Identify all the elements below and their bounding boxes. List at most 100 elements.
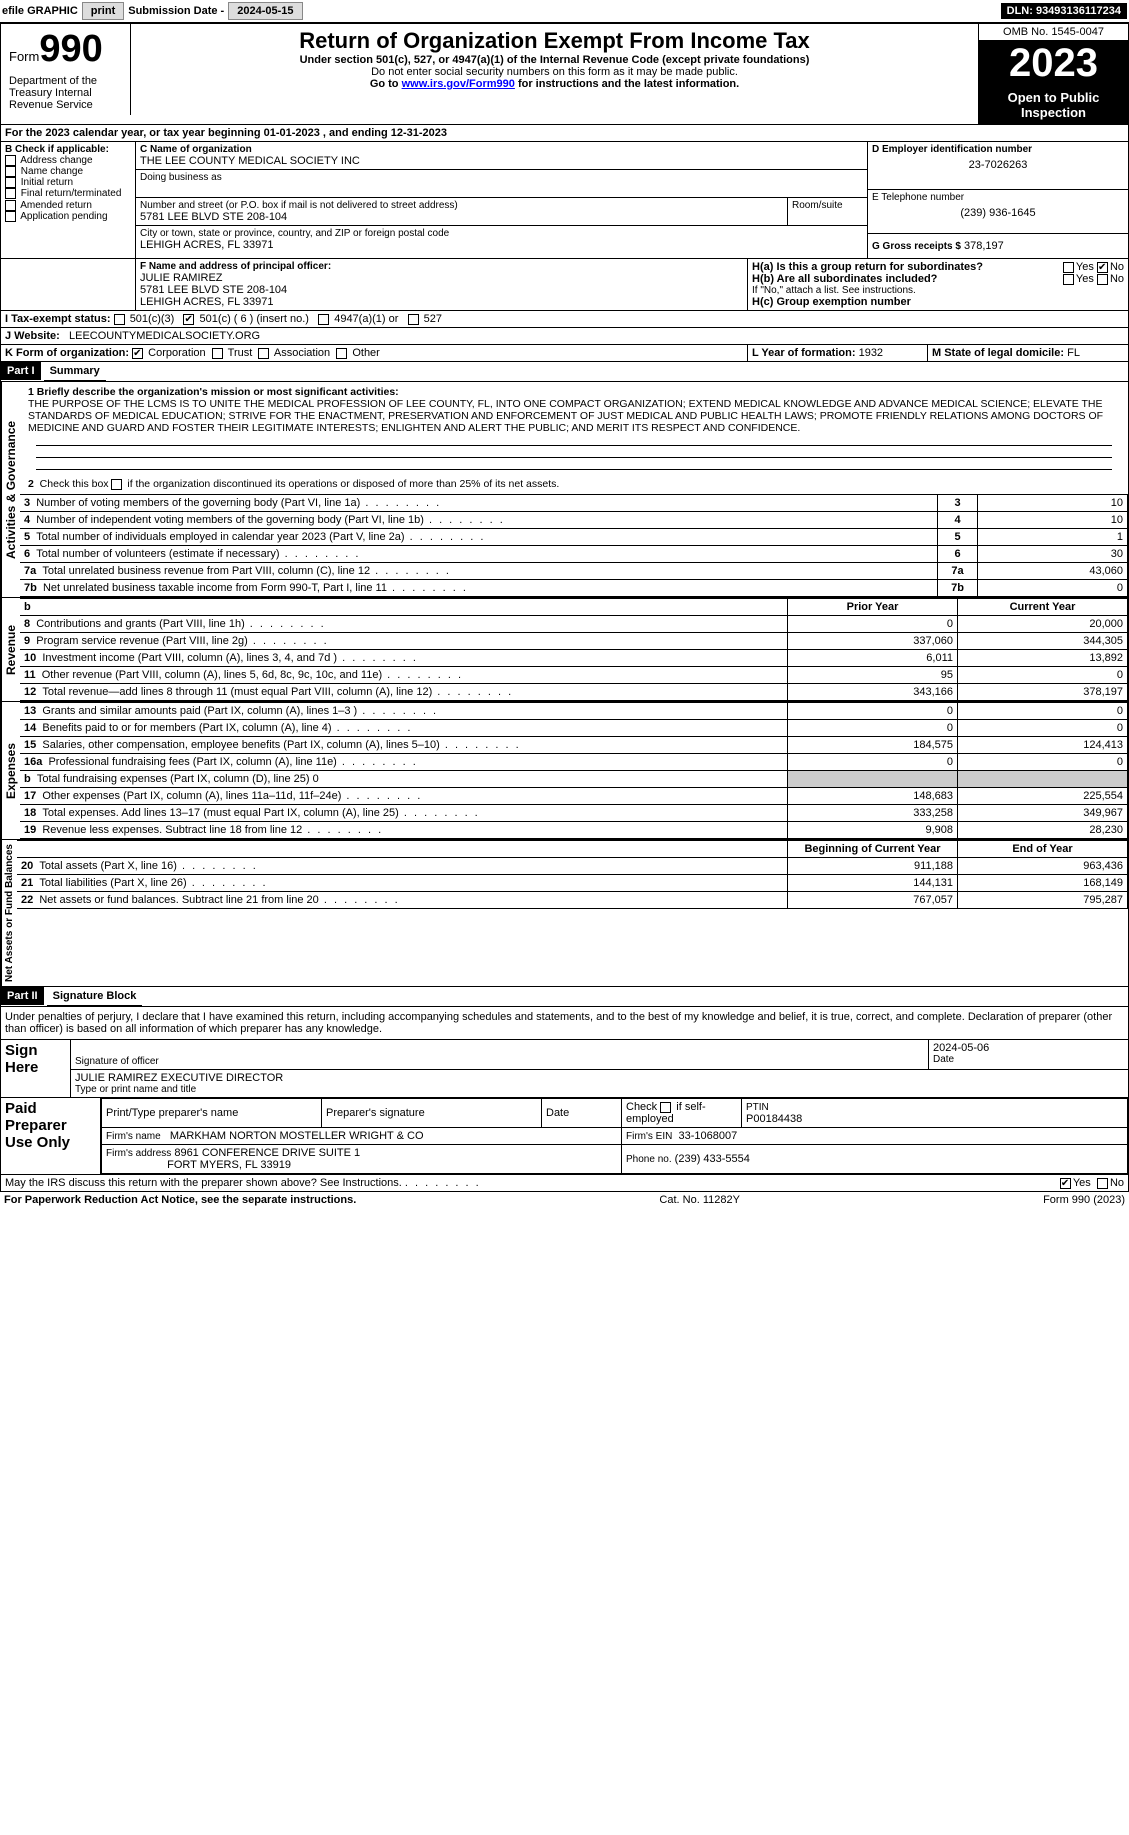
- state-domicile: FL: [1067, 347, 1080, 359]
- officer-addr2: LEHIGH ACRES, FL 33971: [140, 296, 743, 308]
- b-checkbox[interactable]: [5, 177, 16, 188]
- revenue-section: Revenue bPrior YearCurrent Year8 Contrib…: [0, 598, 1129, 702]
- b-item-label: Application pending: [20, 211, 107, 222]
- open-inspection: Open to Public Inspection: [979, 86, 1128, 124]
- sig-date: 2024-05-06: [933, 1042, 1124, 1054]
- org-address: 5781 LEE BLVD STE 208-104: [140, 211, 783, 223]
- sig-date-label: Date: [933, 1054, 1124, 1065]
- other-checkbox[interactable]: [336, 348, 347, 359]
- part2-header: Part II Signature Block: [0, 987, 1129, 1007]
- section-f-h: F Name and address of principal officer:…: [0, 259, 1129, 311]
- submission-date-label: Submission Date -: [128, 5, 224, 17]
- ptin: P00184438: [746, 1113, 802, 1125]
- irs-yes-checkbox[interactable]: [1060, 1178, 1071, 1189]
- 527-checkbox[interactable]: [408, 314, 419, 325]
- f-label: F Name and address of principal officer:: [140, 261, 743, 272]
- blank-line: [36, 458, 1112, 470]
- print-button[interactable]: print: [82, 2, 124, 20]
- firm-addr: 8961 CONFERENCE DRIVE SUITE 1: [174, 1147, 360, 1159]
- line2-checkbox[interactable]: [111, 479, 122, 490]
- topbar: efile GRAPHIC print Submission Date - 20…: [0, 0, 1129, 23]
- b-checkbox[interactable]: [5, 155, 16, 166]
- preparer-table: Print/Type preparer's name Preparer's si…: [101, 1098, 1128, 1174]
- form-subtitle: Under section 501(c), 527, or 4947(a)(1)…: [135, 54, 974, 66]
- hb-yes-checkbox[interactable]: [1063, 274, 1074, 285]
- 501c3-checkbox[interactable]: [114, 314, 125, 325]
- dba-label: Doing business as: [140, 172, 863, 183]
- box-h: H(a) Is this a group return for subordin…: [748, 259, 1128, 310]
- officer-addr1: 5781 LEE BLVD STE 208-104: [140, 284, 743, 296]
- corp-checkbox[interactable]: [132, 348, 143, 359]
- goto-prefix: Go to: [370, 78, 402, 90]
- b-item-label: Final return/terminated: [21, 189, 122, 200]
- b-item-label: Name change: [21, 166, 83, 177]
- part2-num: Part II: [1, 987, 44, 1005]
- paid-preparer-block: Paid Preparer Use Only Print/Type prepar…: [0, 1098, 1129, 1175]
- sign-here-block: Sign Here Signature of officer 2024-05-0…: [0, 1040, 1129, 1098]
- ha-label: H(a) Is this a group return for subordin…: [752, 261, 983, 273]
- governance-section: Activities & Governance 1 Briefly descri…: [0, 382, 1129, 598]
- form-number: 990: [39, 28, 102, 70]
- expenses-label: Expenses: [1, 702, 20, 839]
- box-b: B Check if applicable: Address change Na…: [1, 142, 136, 258]
- k-label: K Form of organization:: [5, 347, 129, 359]
- mission-label: 1 Briefly describe the organization's mi…: [28, 386, 1120, 398]
- b-checkbox[interactable]: [5, 200, 16, 211]
- d-label: D Employer identification number: [872, 144, 1124, 155]
- firm-name-label: Firm's name: [106, 1131, 161, 1142]
- assoc-checkbox[interactable]: [258, 348, 269, 359]
- efile-label: efile GRAPHIC: [2, 5, 78, 17]
- part2-title: Signature Block: [47, 987, 143, 1006]
- netassets-section: Net Assets or Fund Balances Beginning of…: [0, 840, 1129, 987]
- box-f: F Name and address of principal officer:…: [136, 259, 748, 310]
- org-city: LEHIGH ACRES, FL 33971: [140, 239, 863, 251]
- line-a-text: For the 2023 calendar year, or tax year …: [1, 125, 1128, 141]
- firm-addr-label: Firm's address: [106, 1148, 171, 1159]
- signature-declaration: Under penalties of perjury, I declare th…: [0, 1007, 1129, 1040]
- b-item-label: Address change: [20, 155, 92, 166]
- submission-date[interactable]: 2024-05-15: [228, 2, 302, 20]
- room-label: Room/suite: [787, 198, 867, 225]
- hb-label: H(b) Are all subordinates included?: [752, 273, 937, 285]
- revenue-table: bPrior YearCurrent Year8 Contributions a…: [20, 598, 1128, 701]
- b-checkbox[interactable]: [5, 166, 16, 177]
- 4947-checkbox[interactable]: [318, 314, 329, 325]
- firm-ein: 33-1068007: [678, 1130, 737, 1142]
- box-b-label: B Check if applicable:: [5, 144, 131, 155]
- section-b-to-g: B Check if applicable: Address change Na…: [0, 142, 1129, 259]
- prep-sig-hdr: Preparer's signature: [322, 1099, 542, 1128]
- 501c-checkbox[interactable]: [183, 314, 194, 325]
- form-word: Form: [9, 49, 39, 64]
- ha-no-checkbox[interactable]: [1097, 262, 1108, 273]
- form-number-block: Form990 Department of the Treasury Inter…: [1, 24, 131, 115]
- firm-addr2: FORT MYERS, FL 33919: [167, 1159, 291, 1171]
- b-item-label: Initial return: [21, 177, 73, 188]
- page-footer: For Paperwork Reduction Act Notice, see …: [0, 1192, 1129, 1208]
- officer-sig-name-label: Type or print name and title: [75, 1084, 1124, 1095]
- i-label: I Tax-exempt status:: [5, 313, 111, 325]
- irs-link[interactable]: www.irs.gov/Form990: [402, 78, 515, 90]
- irs-no-checkbox[interactable]: [1097, 1178, 1108, 1189]
- mission-text: THE PURPOSE OF THE LCMS IS TO UNITE THE …: [28, 398, 1120, 434]
- expenses-table: 13 Grants and similar amounts paid (Part…: [20, 702, 1128, 839]
- officer-sig-name: JULIE RAMIREZ EXECUTIVE DIRECTOR: [75, 1072, 1124, 1084]
- trust-checkbox[interactable]: [212, 348, 223, 359]
- goto-suffix: for instructions and the latest informat…: [515, 78, 739, 90]
- self-employed-checkbox[interactable]: [660, 1102, 671, 1113]
- b-checkbox[interactable]: [5, 211, 16, 222]
- hb-no-checkbox[interactable]: [1097, 274, 1108, 285]
- firm-ein-label: Firm's EIN: [626, 1131, 672, 1142]
- hb-note: If "No," attach a list. See instructions…: [752, 285, 1124, 296]
- footer-mid: Cat. No. 11282Y: [659, 1194, 740, 1206]
- ptin-label: PTIN: [746, 1102, 769, 1113]
- line2: 2 Check this box if the organization dis…: [20, 474, 1128, 494]
- firm-phone: (239) 433-5554: [675, 1153, 750, 1165]
- footer-left: For Paperwork Reduction Act Notice, see …: [4, 1194, 356, 1206]
- dln: DLN: 93493136117234: [1001, 3, 1127, 19]
- prep-date-hdr: Date: [542, 1099, 622, 1128]
- ha-yes-checkbox[interactable]: [1063, 262, 1074, 273]
- b-checkbox[interactable]: [5, 188, 16, 199]
- irs-discuss: May the IRS discuss this return with the…: [0, 1175, 1129, 1192]
- e-label: E Telephone number: [872, 192, 1124, 203]
- phone: (239) 936-1645: [872, 203, 1124, 219]
